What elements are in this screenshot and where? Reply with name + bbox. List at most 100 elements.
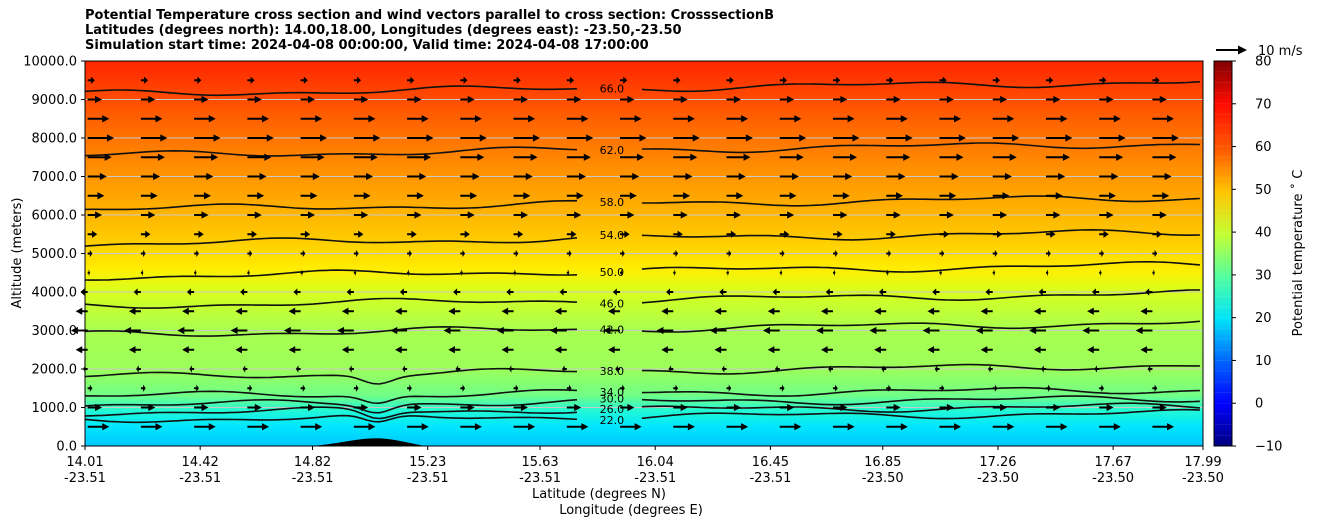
wind-arrow [726,230,737,238]
wind-arrow [1045,249,1051,258]
wind-arrow [300,403,316,412]
wind-arrow [353,95,369,104]
wind-arrow [992,423,1015,431]
x-tick-label-lat: 16.45 [752,455,789,470]
wind-reference-key: 10 m/s [1216,44,1303,59]
x-tick-label-lon: -23.51 [292,471,334,486]
wind-arrow [87,115,110,123]
wind-arrow [566,211,582,219]
wind-arrow [992,134,1020,142]
wind-arrow [656,326,674,335]
wind-arrow [140,95,156,104]
wind-arrow [987,365,993,373]
wind-arrow [1099,153,1124,161]
wind-arrow [886,172,906,181]
contour-label: 26.0 [600,403,625,416]
wind-arrow [300,192,318,200]
wind-arrow [980,346,993,354]
wind-arrow [661,307,674,315]
contour-line [84,320,1200,337]
wind-arrow [832,95,848,104]
wind-arrow [513,115,536,123]
wind-arrow [87,134,115,142]
wind-arrow [566,134,594,142]
wind-arrow [460,423,482,431]
wind-arrow [939,172,959,181]
wind-arrow [673,423,695,431]
wind-arrow [1045,192,1063,200]
wind-arrow [992,269,996,277]
wind-arrow [513,403,528,412]
wind-arrow [1152,134,1179,142]
wind-arrow [140,403,156,412]
contour-label: 22.0 [600,414,625,427]
wind-arrow [1087,307,1100,315]
wind-arrow [832,211,848,219]
wind-arrow [194,403,209,412]
wind-vectors [70,76,1179,431]
contour-line [84,363,1200,385]
wind-arrow [247,172,267,181]
wind-arrow [87,249,93,258]
wind-arrow [300,134,328,142]
colorbar-ticks: −10 0 10 20 30 40 50 60 70 80 [1232,55,1282,455]
wind-arrow [726,249,732,258]
wind-arrow [513,172,533,181]
wind-arrow [939,134,966,142]
colorbar-tick-label: 50 [1255,183,1272,198]
wind-arrow [353,192,371,200]
x-tick-label-lat: 15.63 [521,455,558,470]
wind-arrow [726,403,741,412]
wind-arrow [612,288,621,296]
wind-arrow [1099,423,1121,431]
wind-arrow [353,211,369,219]
wind-arrow [992,95,1008,104]
wind-reference-label: 10 m/s [1258,44,1303,59]
y-tick-label: 6000.0 [32,209,78,224]
wind-arrow [247,115,269,123]
wind-arrow [767,307,780,315]
wind-arrow [460,76,468,84]
contour-line [84,81,1200,97]
wind-arrow [140,249,146,258]
wind-arrow [353,134,381,142]
wind-arrow [559,288,567,296]
wind-arrow [1033,346,1046,354]
contour-line [84,386,1200,405]
wind-arrow [460,192,478,200]
wind-arrow [194,230,204,238]
wind-arrow [460,384,466,392]
contour-line [84,228,1200,247]
wind-arrow [886,115,908,123]
colorbar-tick-label: 20 [1255,311,1272,326]
wind-arrow [939,269,942,277]
wind-arrow [615,365,621,373]
x-tick-label-lat: 16.04 [637,455,674,470]
contour-line [84,142,1200,157]
contour-label: 46.0 [600,298,625,311]
y-tick-label: 1000.0 [32,401,78,416]
wind-arrow [1045,230,1056,238]
wind-arrow [620,153,645,161]
wind-arrow [726,192,744,200]
wind-arrow [133,288,141,296]
wind-arrow [566,115,589,123]
wind-arrow [980,307,993,315]
wind-arrow [620,95,635,104]
wind-arrow [300,230,311,238]
wind-arrow [1045,95,1061,104]
y-tick-label: 4000.0 [32,286,78,301]
x-tick-label-lat: 14.01 [66,455,103,470]
wind-arrow [402,365,408,373]
wind-arrow [1152,403,1167,412]
wind-arrow [779,134,807,142]
wind-arrow [985,288,993,296]
wind-arrow [714,346,727,354]
wind-arrow [620,384,625,392]
wind-arrow [939,249,945,258]
wind-arrow [939,115,962,123]
wind-arrow [349,365,354,373]
wind-arrow [87,95,103,104]
wind-arrow [1045,211,1061,219]
